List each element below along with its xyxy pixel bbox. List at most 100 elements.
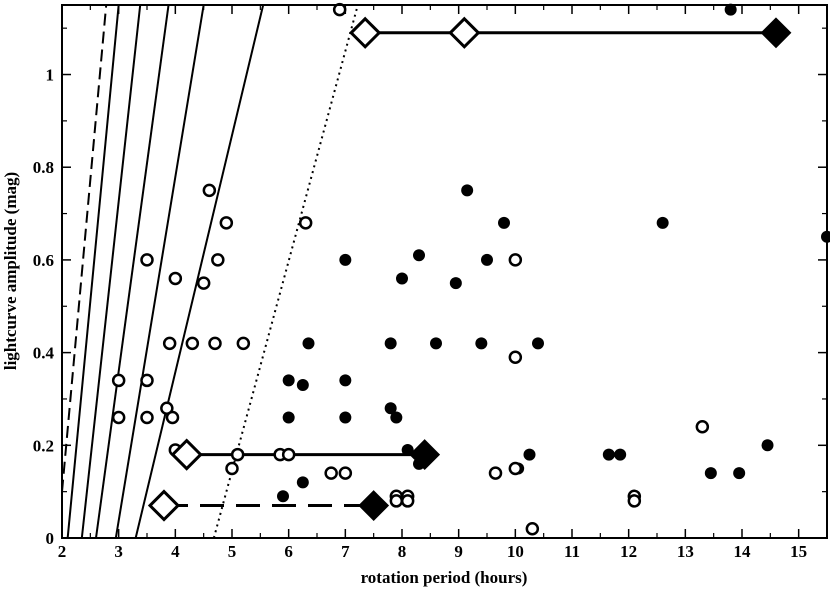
reference-curve-dashed-0 [62,5,108,492]
x-tick-label: 12 [620,542,637,561]
filled-circle-point [461,184,474,197]
open-diamond-marker [349,16,382,49]
open-circle-point [508,350,523,364]
open-circle-point [236,336,251,351]
x-tick-label: 13 [677,542,694,561]
filled-circle-point [282,374,295,387]
open-circle-point [208,336,222,351]
open-circle-point [695,420,710,434]
y-axis-ticks: 0 0.2 0.4 0.6 0.8 1 [33,27,827,548]
open-circle-point [400,494,415,508]
filled-circle-point [384,337,397,350]
x-tick-label: 11 [564,542,580,561]
x-tick-label: 15 [790,542,807,561]
open-circle-point [196,276,211,290]
filled-circle-point [296,476,309,489]
plot-frame [61,4,828,539]
y-tick-label: 0.4 [33,344,55,363]
open-circle-point [160,401,174,415]
filled-circle-point [498,216,510,229]
open-circle-point [508,253,523,267]
x-tick-label: 10 [507,542,524,561]
x-tick-label: 8 [398,542,407,561]
open-diamond-marker [170,438,203,471]
filled-circle-point [733,467,746,480]
y-tick-label: 0.2 [33,436,54,455]
filled-circle-point [401,443,414,456]
open-circle-point [165,410,180,425]
reference-curve-solid-3 [95,5,170,538]
open-circle-point [298,216,313,230]
filled-circle-point [602,448,615,461]
open-diamond-marker [448,16,481,49]
open-circle-point [281,447,296,462]
filled-circle-point [724,3,737,16]
x-tick-label: 7 [341,542,350,561]
filled-circle-point [277,490,289,503]
x-tick-label: 3 [114,542,123,561]
filled-circle-point [282,411,295,424]
diamond-markers [147,16,792,522]
x-tick-label: 9 [454,542,463,561]
filled-circle-point [430,337,442,350]
reference-curve-dotted-6 [212,5,359,538]
y-tick-label: 0.6 [33,251,54,270]
y-axis-title: lightcurve amplitude (mag) [1,172,20,370]
open-circle-point [185,336,200,351]
filled-circle-point [704,467,717,480]
open-circle-point [140,410,154,425]
filled-circle-point [396,272,408,285]
filled-circle-point [384,402,397,415]
open-circle-point [140,373,154,388]
y-tick-label: 0 [46,529,55,548]
reference-curve-solid-5 [134,5,265,538]
open-circle-point [338,466,353,480]
open-circle-point [202,183,217,198]
filled-diamond-marker [760,17,792,49]
open-circle-point [168,271,183,286]
filled-circle-point [339,374,352,387]
data-points [111,2,830,536]
x-axis-ticks: 2 3 4 5 6 7 8 9 10 11 12 13 14 15 [58,5,828,561]
open-circle-point [111,373,126,388]
x-tick-label: 14 [734,542,752,561]
open-circle-point [219,216,234,230]
filled-circle-point [475,337,488,350]
x-tick-label: 5 [228,542,237,561]
x-tick-label: 2 [58,542,67,561]
reference-curve-solid-4 [114,5,205,538]
filled-circle-point [532,337,544,350]
open-circle-point [627,494,642,508]
open-circle-point [488,466,503,480]
open-circle-point [111,410,126,425]
filled-circle-point [390,411,403,424]
open-circle-point [162,336,177,351]
open-circle-point [225,461,239,476]
filled-circle-point [481,253,493,266]
filled-circle-point [339,253,352,266]
open-circle-point [230,447,245,462]
open-circle-point [389,494,404,508]
filled-circle-point [339,411,352,424]
filled-circle-point [449,277,462,290]
filled-diamond-marker [409,439,441,470]
filled-circle-point [821,230,830,243]
filled-circle-point [302,337,315,350]
open-circle-point [508,461,523,476]
open-circle-point [211,253,225,267]
filled-circle-point [656,216,669,229]
filled-circle-point [296,379,309,392]
filled-circle-point [413,249,425,262]
diamond-connector-lines [164,31,776,508]
reference-curves [62,5,359,538]
x-tick-label: 6 [284,542,293,561]
reference-curve-solid-1 [66,5,120,538]
open-circle-point [324,466,338,480]
filled-diamond-marker [358,490,390,521]
y-tick-label: 1 [46,66,55,85]
y-tick-label: 0.8 [33,158,54,177]
filled-circle-point [614,448,627,461]
open-diamond-marker [147,489,181,522]
x-tick-label: 4 [171,542,180,561]
